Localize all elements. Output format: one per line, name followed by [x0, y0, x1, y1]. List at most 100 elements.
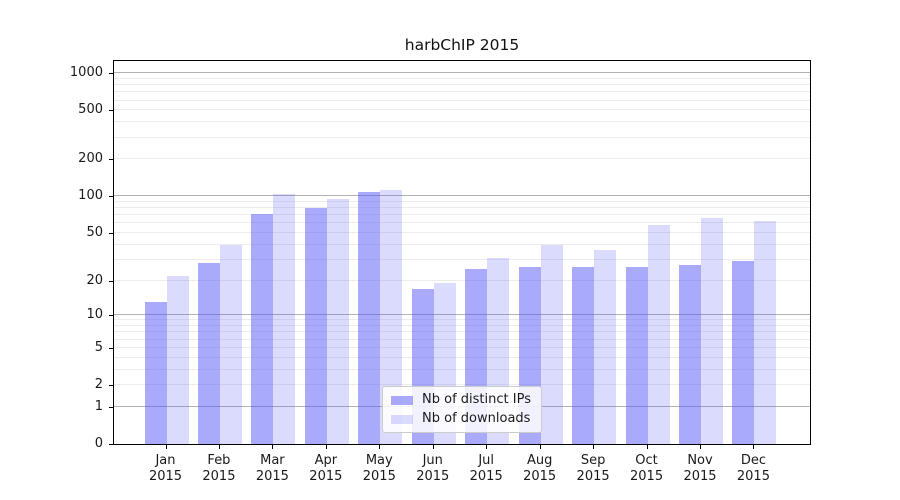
bar-downloads	[701, 218, 723, 444]
minor-gridline	[114, 319, 810, 321]
bar-distinct-ips	[358, 192, 381, 444]
y-tick-mark	[109, 385, 113, 387]
minor-gridline	[114, 279, 810, 281]
minor-gridline	[114, 158, 810, 160]
x-tick-mark	[700, 445, 701, 449]
bar-downloads	[540, 244, 563, 444]
bar-downloads	[326, 199, 349, 444]
x-tick-label: Oct 2015	[630, 453, 664, 484]
x-tick-label: Sep 2015	[576, 453, 610, 484]
major-gridline	[114, 314, 810, 316]
y-tick-mark	[109, 347, 113, 349]
minor-gridline	[114, 84, 810, 86]
y-tick-mark	[109, 406, 113, 408]
bar-distinct-ips	[304, 208, 327, 444]
bar-downloads	[647, 225, 670, 444]
y-tick-mark	[109, 159, 113, 161]
major-gridline	[114, 72, 810, 74]
x-tick-label: Jun 2015	[416, 453, 450, 484]
y-axis: 0 1 2 5 10 20 50 100 200 500 1000	[0, 60, 113, 451]
x-tick-label: Dec 2015	[736, 453, 770, 484]
bar-downloads	[166, 275, 189, 444]
minor-gridline	[114, 121, 810, 123]
minor-gridline	[114, 200, 810, 202]
x-tick-label: Jan 2015	[148, 453, 183, 484]
x-tick-mark	[379, 445, 381, 449]
legend-label-distinct-ips: Nb of distinct IPs	[422, 392, 531, 407]
minor-gridline	[114, 214, 810, 216]
y-tick-label: 200	[78, 151, 103, 167]
bar-distinct-ips	[144, 302, 167, 444]
y-tick-mark	[109, 315, 113, 317]
x-tick-label: Mar 2015	[255, 453, 289, 484]
y-tick-label: 500	[78, 102, 103, 118]
x-tick-mark	[646, 445, 648, 449]
minor-gridline	[114, 77, 810, 79]
y-tick-label: 2	[94, 377, 103, 393]
gridlines-layer	[114, 61, 810, 444]
plot-area: Nb of distinct IPs Nb of downloads	[113, 60, 811, 445]
minor-gridline	[114, 243, 810, 245]
minor-gridline	[114, 356, 810, 358]
major-gridline	[114, 195, 810, 197]
bar-distinct-ips	[625, 267, 648, 444]
minor-gridline	[114, 222, 810, 224]
x-tick-label: Aug 2015	[523, 453, 557, 484]
y-tick-mark	[109, 110, 113, 112]
legend-item-distinct-ips: Nb of distinct IPs	[391, 393, 531, 407]
y-tick-label: 100	[78, 188, 103, 204]
y-tick-label: 0	[94, 436, 103, 451]
x-tick-mark	[165, 445, 167, 449]
bar-distinct-ips	[251, 213, 274, 444]
minor-gridline	[114, 258, 810, 260]
x-tick-label: Nov 2015	[683, 453, 717, 484]
bar-distinct-ips	[197, 263, 220, 444]
x-tick-mark	[218, 445, 220, 449]
x-tick-mark	[325, 445, 327, 449]
x-tick-label: Jul 2015	[469, 453, 503, 484]
y-tick-mark	[109, 73, 113, 75]
bar-downloads	[594, 250, 617, 444]
x-tick-mark	[432, 445, 434, 449]
legend-item-downloads: Nb of downloads	[391, 412, 531, 426]
y-tick-mark	[109, 444, 113, 445]
minor-gridline	[114, 346, 810, 348]
minor-gridline	[114, 325, 810, 327]
x-tick-mark	[486, 445, 488, 449]
x-tick-label: May 2015	[362, 453, 396, 484]
bar-distinct-ips	[679, 265, 701, 444]
legend-swatch-downloads	[391, 414, 414, 424]
bar-downloads	[219, 244, 242, 444]
y-tick-label: 50	[86, 224, 103, 240]
y-tick-label: 1000	[69, 65, 103, 81]
x-tick-label: Feb 2015	[202, 453, 236, 484]
bar-distinct-ips	[732, 261, 755, 444]
minor-gridline	[114, 331, 810, 333]
y-tick-label: 5	[94, 339, 103, 355]
x-tick-label: Apr 2015	[309, 453, 343, 484]
x-tick-mark	[593, 445, 595, 449]
y-tick-label: 1	[94, 398, 103, 414]
x-axis: Jan 2015 Feb 2015 Mar 2015 Apr 2015 May 2015 Jun 20…	[113, 445, 811, 497]
y-tick-label: 10	[86, 307, 103, 323]
x-tick-mark	[539, 445, 541, 449]
chart-title: harbChIP 2015	[404, 36, 520, 54]
y-tick-label: 20	[86, 272, 103, 288]
minor-gridline	[114, 368, 810, 370]
y-tick-mark	[109, 232, 113, 234]
bar-distinct-ips	[572, 267, 595, 444]
y-tick-mark	[109, 280, 113, 282]
minor-gridline	[114, 136, 810, 138]
minor-gridline	[114, 91, 810, 93]
minor-gridline	[114, 109, 810, 111]
y-tick-mark	[109, 196, 113, 198]
bar-downloads	[273, 193, 296, 444]
minor-gridline	[114, 338, 810, 340]
bar-downloads	[380, 190, 403, 444]
minor-gridline	[114, 99, 810, 101]
legend-label-downloads: Nb of downloads	[422, 411, 531, 426]
x-tick-mark	[272, 445, 274, 449]
bar-downloads	[754, 220, 777, 444]
minor-gridline	[114, 384, 810, 386]
